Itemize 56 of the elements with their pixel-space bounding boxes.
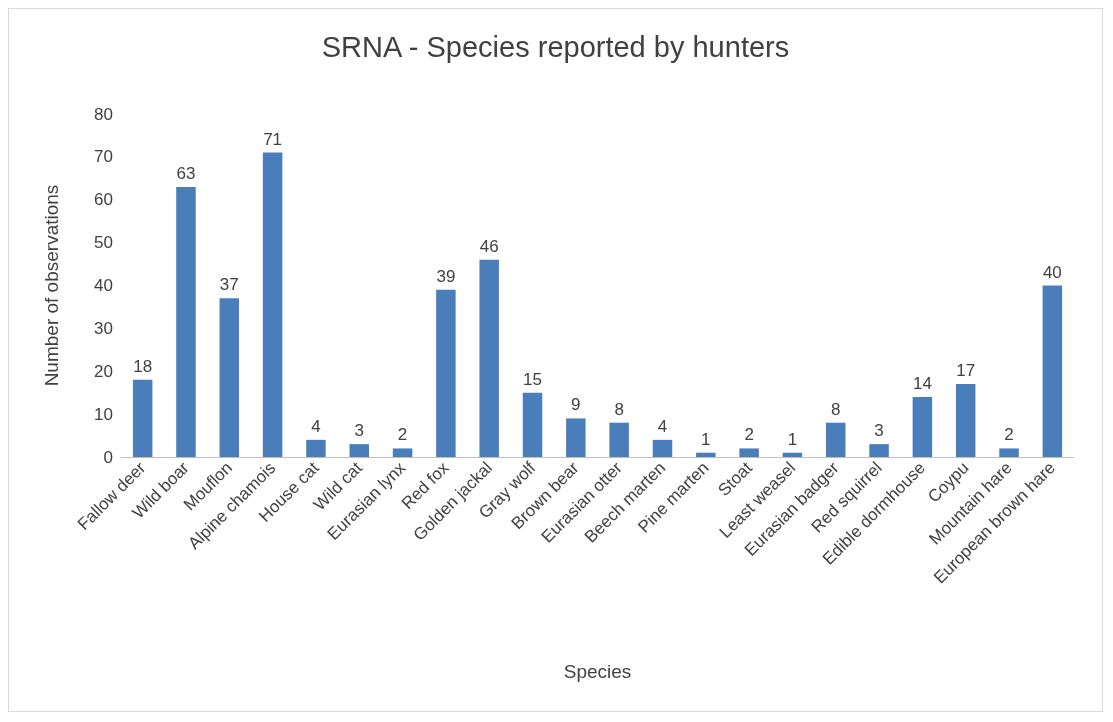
bar: [436, 289, 456, 457]
y-tick-label: 30: [94, 318, 113, 338]
data-label: 3: [874, 421, 884, 441]
y-tick-label: 60: [94, 190, 113, 210]
y-tick-label: 70: [94, 147, 113, 167]
bar: [912, 396, 933, 457]
y-axis-title: Number of observations: [41, 184, 62, 387]
data-label: 63: [176, 163, 196, 183]
data-label: 17: [956, 361, 976, 381]
data-label: 1: [787, 429, 798, 449]
data-label: 40: [1042, 262, 1062, 282]
data-label: 39: [436, 266, 456, 286]
data-label: 15: [523, 369, 542, 389]
bar: [696, 452, 716, 457]
bar: [609, 422, 629, 457]
y-tick-label: 50: [94, 233, 113, 253]
y-tick-label: 0: [103, 447, 113, 467]
bar: [869, 444, 889, 457]
data-label: 71: [263, 129, 283, 149]
data-label: 2: [1004, 425, 1014, 445]
data-label: 2: [397, 425, 408, 445]
chart-title: SRNA - Species reported by hunters: [321, 30, 790, 63]
bar: [176, 186, 196, 457]
bar: [955, 384, 976, 457]
bar: [522, 392, 543, 457]
y-tick-label: 40: [94, 276, 113, 295]
data-label: 2: [744, 425, 754, 445]
bar: [1042, 285, 1063, 457]
bar: [132, 379, 153, 457]
data-label: 4: [657, 416, 668, 436]
bar: [652, 439, 673, 457]
bar: [349, 444, 369, 457]
bar: [826, 422, 846, 457]
data-label: 9: [571, 395, 581, 415]
bar: [306, 439, 326, 457]
data-label: 8: [614, 399, 624, 419]
y-tick-label: 80: [94, 104, 113, 124]
data-label: 8: [831, 399, 841, 419]
bar: [566, 418, 586, 457]
bar: [392, 448, 413, 457]
x-axis-title: Species: [563, 661, 632, 682]
bar: [262, 152, 283, 457]
y-tick-label: 20: [94, 361, 113, 381]
bar: [479, 259, 499, 457]
data-label: 14: [912, 373, 932, 393]
bar: [999, 448, 1019, 457]
bar: [782, 452, 803, 457]
data-label: 18: [133, 356, 153, 376]
bar: [219, 298, 240, 457]
data-label: 1: [701, 429, 711, 449]
data-label: 3: [354, 421, 364, 441]
data-label: 46: [479, 236, 499, 256]
y-tick-label: 10: [94, 404, 113, 424]
data-label: 4: [311, 416, 321, 436]
data-label: 37: [219, 275, 239, 295]
bar: [739, 448, 759, 457]
